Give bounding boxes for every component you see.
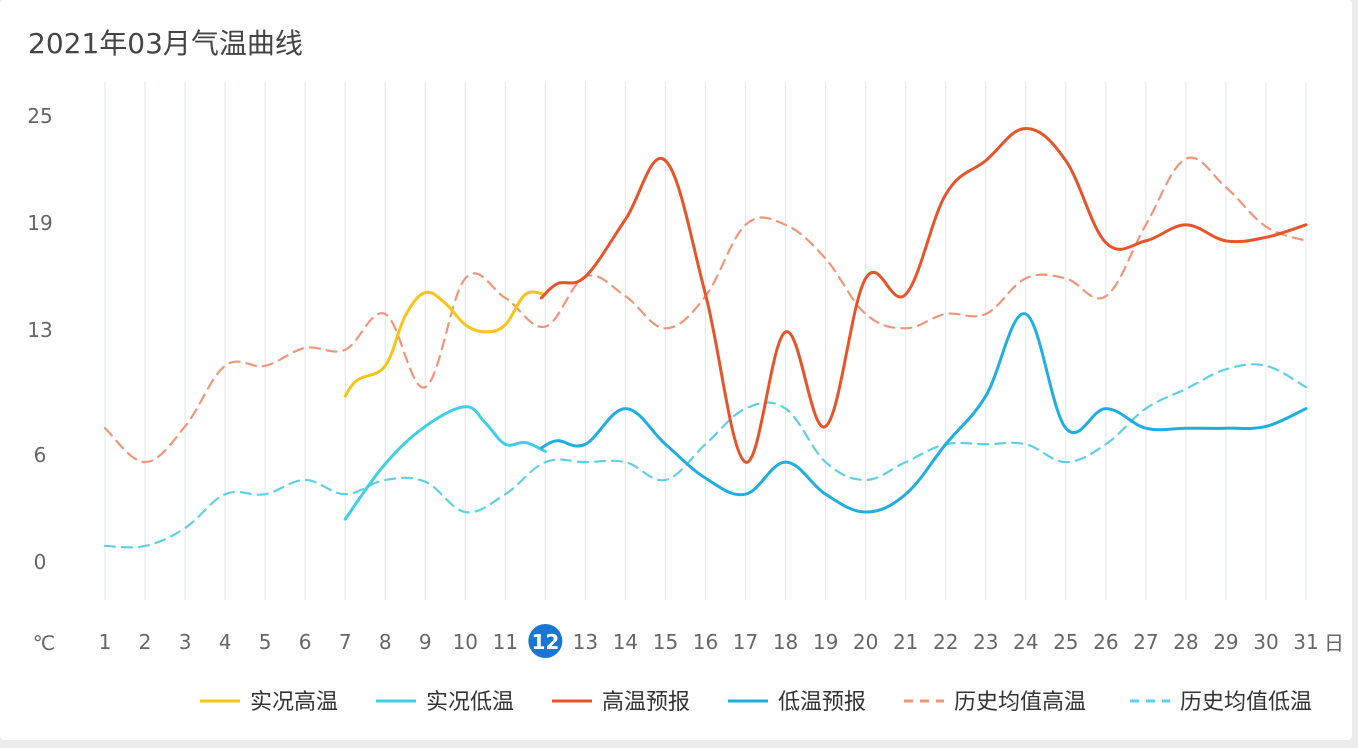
x-tick-label: 23 bbox=[973, 630, 998, 654]
x-tick-label: 25 bbox=[1053, 630, 1078, 654]
x-tick-label: 3 bbox=[179, 630, 192, 654]
x-tick-label: 19 bbox=[813, 630, 838, 654]
y-tick-label: 6 bbox=[34, 443, 47, 467]
x-tick-label: 27 bbox=[1133, 630, 1158, 654]
x-tick-label: 16 bbox=[693, 630, 718, 654]
legend-item-5[interactable]: 历史均值低温 bbox=[1130, 690, 1312, 715]
x-tick-label: 13 bbox=[573, 630, 598, 654]
x-tick-label: 6 bbox=[299, 630, 312, 654]
x-tick-label: 26 bbox=[1093, 630, 1118, 654]
x-tick-label-today: 12 bbox=[531, 630, 559, 654]
x-tick-label: 5 bbox=[259, 630, 272, 654]
y-tick-label: 25 bbox=[27, 104, 52, 128]
y-tick-label: 19 bbox=[27, 211, 52, 235]
y-tick-label: 0 bbox=[34, 550, 47, 574]
x-tick-label: 10 bbox=[453, 630, 478, 654]
series-line-5 bbox=[103, 363, 1308, 549]
x-tick-label: 8 bbox=[379, 630, 392, 654]
x-tick-label: 17 bbox=[733, 630, 758, 654]
x-tick-label: 7 bbox=[339, 630, 352, 654]
x-unit-label: 日 bbox=[1324, 631, 1344, 655]
x-tick-label: 15 bbox=[653, 630, 678, 654]
series-line-1 bbox=[343, 405, 547, 521]
x-axis-ticks: ℃ 1 2 3 4 5 6 7 8 9 10 11 12 13 14 15 16 17 18 19 20 21 22 23 24… bbox=[33, 624, 1344, 658]
legend-label: 历史均值低温 bbox=[1180, 690, 1312, 715]
x-tick-label: 4 bbox=[219, 630, 232, 654]
legend-item-1[interactable]: 实况低温 bbox=[376, 690, 514, 715]
series-line-4 bbox=[103, 156, 1308, 464]
y-tick-label: 13 bbox=[27, 318, 52, 342]
legend[interactable]: 实况高温 实况低温 高温预报 低温预报 历史均值高温 历史均值低温 bbox=[200, 690, 1312, 715]
x-tick-label: 31 bbox=[1293, 630, 1318, 654]
series-line-0 bbox=[343, 290, 547, 398]
legend-item-0[interactable]: 实况高温 bbox=[200, 690, 338, 715]
grid-lines bbox=[104, 82, 1307, 600]
x-tick-label: 20 bbox=[853, 630, 878, 654]
legend-label: 高温预报 bbox=[602, 690, 690, 715]
y-unit-label: ℃ bbox=[33, 631, 55, 655]
x-tick-label: 2 bbox=[139, 630, 152, 654]
today-marker bbox=[528, 624, 563, 658]
y-axis-ticks: 0 6 13 19 25 bbox=[27, 104, 52, 574]
x-tick-label: 18 bbox=[773, 630, 798, 654]
x-tick-label: 11 bbox=[493, 630, 518, 654]
legend-item-4[interactable]: 历史均值高温 bbox=[904, 690, 1086, 715]
x-tick-label: 24 bbox=[1013, 630, 1038, 654]
series-line-2 bbox=[539, 126, 1308, 464]
x-tick-label: 9 bbox=[419, 630, 432, 654]
legend-item-2[interactable]: 高温预报 bbox=[552, 690, 690, 715]
x-tick-label: 28 bbox=[1173, 630, 1198, 654]
legend-item-3[interactable]: 低温预报 bbox=[728, 690, 866, 715]
x-tick-label: 30 bbox=[1253, 630, 1278, 654]
x-tick-label: 29 bbox=[1213, 630, 1238, 654]
legend-label: 历史均值高温 bbox=[954, 690, 1086, 715]
chart-title: 2021年03月气温曲线 bbox=[28, 27, 303, 60]
series-line-3 bbox=[539, 312, 1308, 514]
x-tick-label: 21 bbox=[893, 630, 918, 654]
x-tick-label: 14 bbox=[613, 630, 638, 654]
legend-label: 实况高温 bbox=[250, 690, 338, 715]
x-tick-label: 1 bbox=[99, 630, 112, 654]
series-lines bbox=[103, 126, 1308, 549]
legend-label: 低温预报 bbox=[778, 690, 866, 715]
legend-label: 实况低温 bbox=[426, 690, 514, 715]
x-tick-label: 22 bbox=[933, 630, 958, 654]
